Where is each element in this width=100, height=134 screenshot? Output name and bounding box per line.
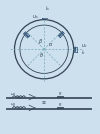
- Text: $u_r$: $u_r$: [81, 42, 88, 50]
- Text: $R$: $R$: [58, 101, 62, 108]
- Text: $L\sigma$: $L\sigma$: [16, 94, 22, 101]
- Text: $\equiv$: $\equiv$: [41, 99, 47, 106]
- Text: $i_s$: $i_s$: [44, 4, 50, 13]
- Text: $u_\alpha$: $u_\alpha$: [10, 91, 16, 98]
- Text: $R$: $R$: [58, 90, 62, 97]
- Text: $L\sigma$: $L\sigma$: [16, 105, 22, 112]
- Text: $\alpha$: $\alpha$: [48, 41, 54, 48]
- Text: $u_s$: $u_s$: [32, 13, 39, 21]
- Text: $\beta$: $\beta$: [38, 37, 43, 46]
- Text: $i_r$: $i_r$: [81, 48, 86, 57]
- Text: $\theta$: $\theta$: [39, 51, 44, 59]
- Text: $u_\beta$: $u_\beta$: [10, 101, 16, 110]
